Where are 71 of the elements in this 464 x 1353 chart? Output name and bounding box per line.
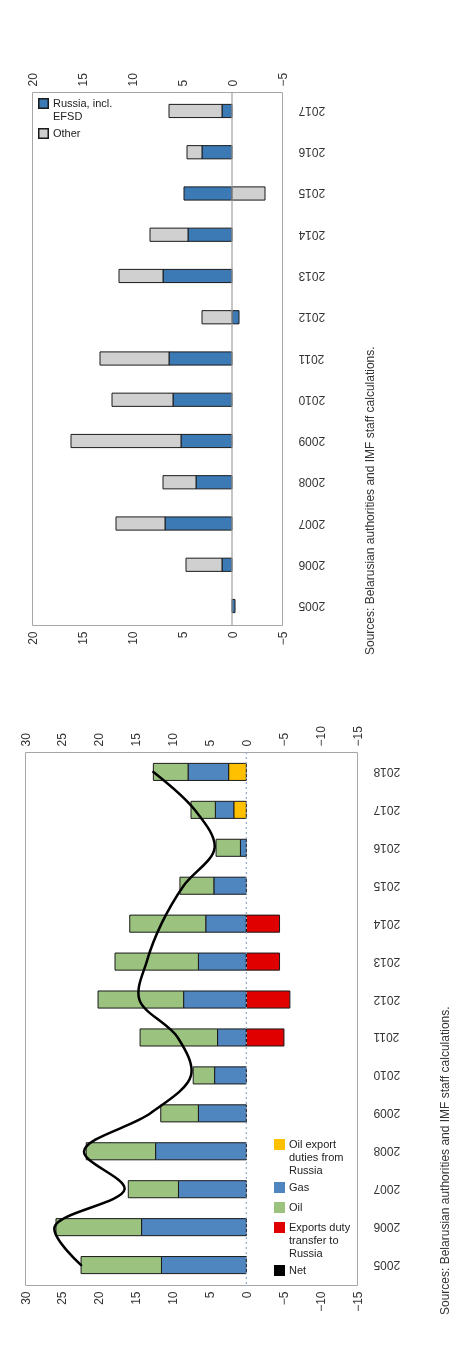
bar [201, 310, 233, 325]
x2-tick-label: 25 [55, 1291, 70, 1305]
y-tick-label: 2010 [298, 392, 326, 407]
y-tick-label: 2010 [373, 1068, 401, 1083]
x2-tick-label: 5 [202, 1291, 217, 1299]
x-tick-label: −15 [350, 725, 365, 747]
x2-tick-label: 0 [239, 1291, 254, 1299]
x2-tick-label: 20 [25, 631, 40, 645]
bar [231, 186, 266, 201]
x-tick-label: −5 [275, 72, 290, 87]
x2-tick-label: −5 [275, 631, 290, 646]
x-tick-label: −5 [276, 732, 291, 747]
y-tick-label: 2006 [373, 1220, 401, 1235]
source-note: Sources: Belarusian authorities and IMF staff calculations. [438, 1006, 452, 1315]
y-tick-label: 2015 [298, 186, 326, 201]
y-tick-label: 2012 [298, 310, 326, 325]
x2-tick-label: −10 [313, 1291, 328, 1312]
x-tick-label: 10 [125, 72, 140, 87]
x2-tick-label: 15 [129, 1291, 144, 1305]
x2-tick-label: 20 [92, 1291, 107, 1305]
legend-label: Oil [289, 1200, 303, 1213]
y-tick-label: 2017 [373, 802, 401, 817]
y-tick-label: 2013 [298, 268, 326, 283]
x-tick-label: 15 [129, 732, 144, 747]
x2-tick-label: 10 [125, 631, 140, 645]
legend-label: Exports duty transfer to Russia [289, 1220, 351, 1259]
x-tick-label: 5 [202, 739, 217, 747]
x-tick-label: 0 [225, 79, 240, 87]
x2-tick-label: −5 [276, 1291, 291, 1306]
y-tick-label: 2018 [373, 764, 401, 779]
x-tick-label: 10 [166, 732, 181, 747]
legend-label: Russia, incl. EFSD [53, 96, 113, 122]
x2-tick-label: 15 [75, 631, 90, 645]
y-tick-label: 2007 [373, 1182, 401, 1197]
x2-tick-label: 30 [18, 1291, 33, 1305]
y-tick-label: 2009 [373, 1106, 401, 1121]
x-tick-label: 20 [25, 72, 40, 87]
y-tick-label: 2013 [373, 954, 401, 969]
x2-tick-label: 10 [166, 1291, 181, 1305]
legend-label: Net [289, 1263, 307, 1276]
y-tick-label: 2014 [298, 227, 326, 242]
y-tick-label: 2006 [298, 557, 326, 572]
y-tick-label: 2016 [373, 840, 401, 855]
x-tick-label: 30 [18, 732, 33, 747]
x-tick-label: 0 [239, 739, 254, 747]
x-tick-label: 15 [75, 72, 90, 87]
x2-tick-label: 0 [225, 631, 240, 639]
y-tick-label: 2011 [298, 351, 325, 366]
y-tick-label: 2017 [298, 103, 326, 118]
x-tick-label: 5 [175, 79, 190, 87]
legend-label: Other [53, 126, 81, 139]
x-tick-label: −10 [313, 725, 328, 747]
y-tick-label: 2012 [373, 992, 401, 1007]
legend-label: Oil export duties from Russia [289, 1137, 344, 1176]
y-tick-label: 2008 [298, 475, 326, 490]
y-tick-label: 2005 [373, 1258, 401, 1273]
y-tick-label: 2007 [298, 516, 326, 531]
y-tick-label: 2014 [373, 916, 401, 931]
y-tick-label: 2015 [373, 878, 401, 893]
bar [183, 186, 233, 201]
x-tick-label: 20 [92, 732, 107, 747]
source-note: Sources: Belarusian authorities and IMF staff calculations. [363, 346, 377, 655]
y-tick-label: 2005 [298, 599, 326, 614]
x2-tick-label: 5 [175, 631, 190, 639]
x-tick-label: 25 [55, 732, 70, 747]
y-tick-label: 2011 [373, 1030, 400, 1045]
y-tick-label: 2009 [298, 434, 326, 449]
y-tick-label: 2008 [373, 1144, 401, 1159]
y-tick-label: 2016 [298, 145, 326, 160]
legend-label: Gas [289, 1180, 310, 1193]
x2-tick-label: −15 [350, 1291, 365, 1312]
